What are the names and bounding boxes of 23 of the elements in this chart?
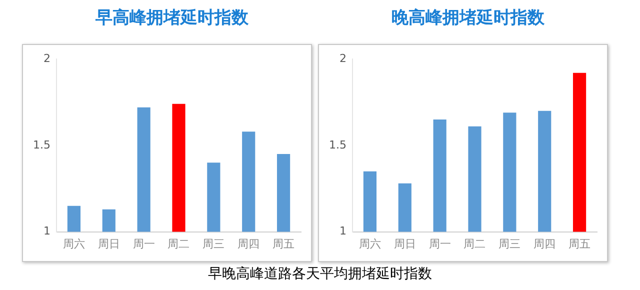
- y-tick-label: 1.5: [328, 138, 346, 152]
- y-tick-label: 1.5: [32, 138, 50, 152]
- x-tick-label: 周六: [62, 237, 85, 250]
- x-tick-label: 周四: [238, 237, 260, 250]
- x-tick-label: 周五: [568, 237, 591, 250]
- x-tick-label: 周四: [534, 237, 556, 250]
- x-tick-label: 周六: [358, 237, 381, 250]
- x-tick-label: 周五: [272, 237, 295, 250]
- x-tick-label: 周二: [464, 237, 486, 250]
- x-tick-label: 周日: [98, 237, 120, 250]
- y-tick-label: 1: [43, 224, 50, 238]
- x-tick-label: 周日: [394, 237, 416, 250]
- chart-title: 晚高峰拥堵延时指数: [390, 7, 546, 29]
- x-tick-label: 周三: [202, 237, 225, 250]
- x-tick-label: 周一: [428, 237, 451, 250]
- text: 早晚高峰道路各天平均拥堵延时指数: [207, 265, 433, 283]
- x-tick-label: 周一: [132, 237, 155, 250]
- x-tick-label: 周三: [498, 237, 521, 250]
- y-tick-label: 2: [339, 52, 346, 65]
- y-tick-label: 2: [43, 52, 50, 65]
- chart-title: 早高峰拥堵延时指数: [94, 7, 250, 29]
- y-tick-label: 1: [339, 224, 346, 238]
- x-tick-label: 周二: [168, 237, 190, 250]
